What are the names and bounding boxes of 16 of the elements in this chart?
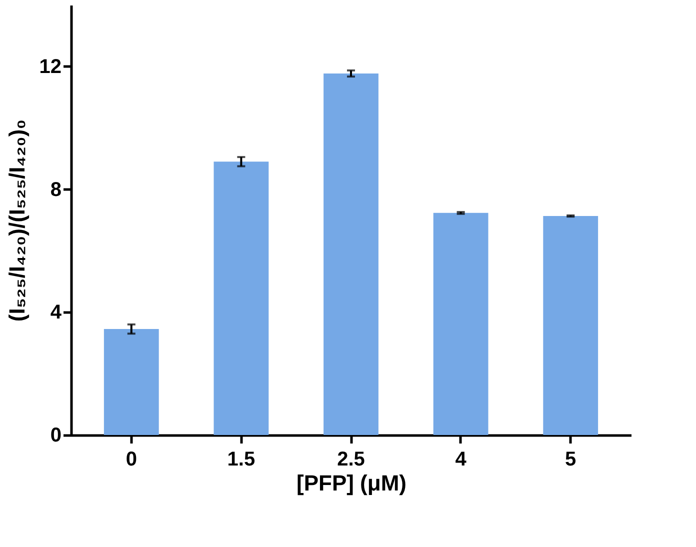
bar <box>104 329 159 435</box>
bar <box>433 212 488 435</box>
y-tick-label: 8 <box>50 178 62 201</box>
y-tick-label: 12 <box>39 56 62 78</box>
y-tick-label: 0 <box>50 424 62 446</box>
y-axis-title: (I₅₂₅/I₄₂₀)/(I₅₂₅/I₄₂₀)₀ <box>4 119 30 322</box>
x-tick-label: 0 <box>126 448 137 470</box>
bar <box>214 162 269 435</box>
x-tick-label: 5 <box>565 448 576 470</box>
bar <box>543 216 598 435</box>
y-tick-label: 4 <box>50 302 62 324</box>
x-tick-label: 1.5 <box>227 448 256 470</box>
bar <box>324 73 378 435</box>
x-axis-title: [PFP] (μM) <box>296 470 406 496</box>
x-tick-label: 2.5 <box>337 448 365 470</box>
x-tick-label: 4 <box>455 448 468 470</box>
